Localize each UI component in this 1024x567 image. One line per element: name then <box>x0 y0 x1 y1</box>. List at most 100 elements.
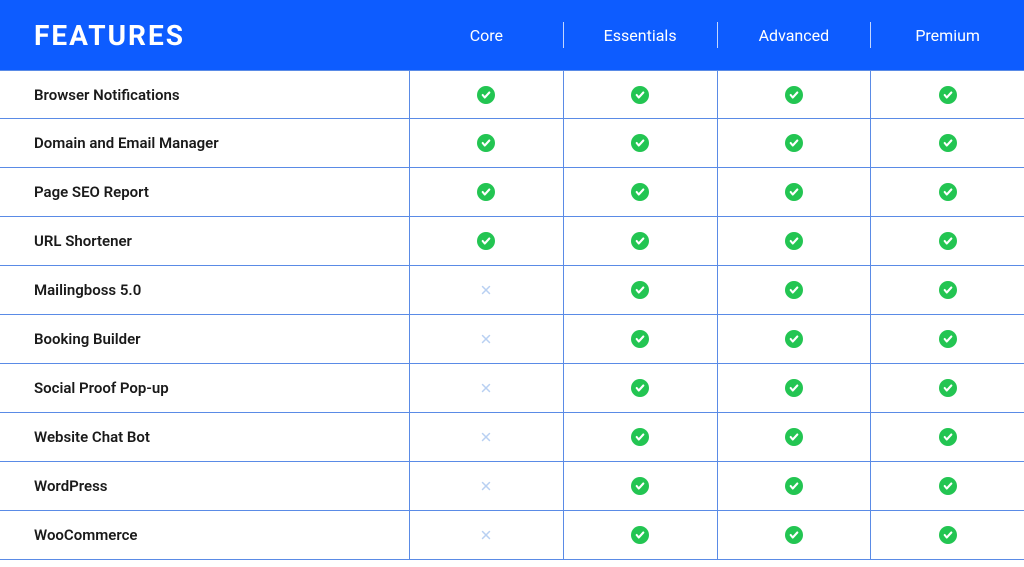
check-icon <box>785 134 803 152</box>
feature-value-cell <box>718 511 872 559</box>
feature-value-cell <box>410 71 564 118</box>
check-icon <box>477 183 495 201</box>
feature-value-cell <box>718 315 872 363</box>
check-icon <box>939 330 957 348</box>
check-icon <box>785 428 803 446</box>
check-icon <box>785 281 803 299</box>
feature-value-cell <box>718 364 872 412</box>
table-row: Website Chat Bot <box>0 413 1024 462</box>
x-icon <box>478 282 494 298</box>
feature-value-cell <box>871 364 1024 412</box>
check-icon <box>939 477 957 495</box>
check-icon <box>477 86 495 104</box>
plan-col-premium: Premium <box>871 26 1024 45</box>
plan-col-advanced: Advanced <box>718 26 871 45</box>
feature-label: Page SEO Report <box>0 168 410 216</box>
check-icon <box>631 281 649 299</box>
feature-value-cell <box>718 119 872 167</box>
feature-label: Social Proof Pop-up <box>0 364 410 412</box>
feature-value-cell <box>871 217 1024 265</box>
feature-value-cell <box>410 217 564 265</box>
feature-label: WordPress <box>0 462 410 510</box>
table-row: Booking Builder <box>0 315 1024 364</box>
check-icon <box>631 134 649 152</box>
feature-value-cell <box>564 266 718 314</box>
feature-value-cell <box>718 462 872 510</box>
feature-value-cell <box>564 168 718 216</box>
feature-label: WooCommerce <box>0 511 410 559</box>
table-body: Browser NotificationsDomain and Email Ma… <box>0 70 1024 560</box>
check-icon <box>785 232 803 250</box>
feature-value-cell <box>871 71 1024 118</box>
feature-value-cell <box>564 413 718 461</box>
plan-col-essentials: Essentials <box>564 26 717 45</box>
check-icon <box>785 379 803 397</box>
feature-value-cell <box>718 413 872 461</box>
x-icon <box>478 380 494 396</box>
check-icon <box>477 134 495 152</box>
x-icon <box>478 478 494 494</box>
table-row: Page SEO Report <box>0 168 1024 217</box>
feature-value-cell <box>410 315 564 363</box>
feature-value-cell <box>871 511 1024 559</box>
check-icon <box>939 183 957 201</box>
feature-value-cell <box>871 413 1024 461</box>
check-icon <box>785 183 803 201</box>
check-icon <box>785 526 803 544</box>
feature-value-cell <box>564 119 718 167</box>
x-icon <box>478 527 494 543</box>
table-row: URL Shortener <box>0 217 1024 266</box>
check-icon <box>939 232 957 250</box>
check-icon <box>631 526 649 544</box>
table-row: Mailingboss 5.0 <box>0 266 1024 315</box>
feature-value-cell <box>871 315 1024 363</box>
check-icon <box>785 477 803 495</box>
feature-value-cell <box>564 71 718 118</box>
check-icon <box>631 183 649 201</box>
x-icon <box>478 429 494 445</box>
feature-label: Booking Builder <box>0 315 410 363</box>
plan-col-core: Core <box>410 26 563 45</box>
check-icon <box>939 134 957 152</box>
feature-label: Mailingboss 5.0 <box>0 266 410 314</box>
table-row: Social Proof Pop-up <box>0 364 1024 413</box>
feature-value-cell <box>410 266 564 314</box>
table-row: WooCommerce <box>0 511 1024 560</box>
feature-value-cell <box>410 413 564 461</box>
feature-value-cell <box>564 217 718 265</box>
feature-label: Website Chat Bot <box>0 413 410 461</box>
check-icon <box>631 330 649 348</box>
table-row: Domain and Email Manager <box>0 119 1024 168</box>
check-icon <box>939 428 957 446</box>
feature-value-cell <box>871 462 1024 510</box>
feature-value-cell <box>410 511 564 559</box>
check-icon <box>939 281 957 299</box>
check-icon <box>785 86 803 104</box>
check-icon <box>785 330 803 348</box>
check-icon <box>631 86 649 104</box>
feature-label: Browser Notifications <box>0 71 410 118</box>
feature-value-cell <box>871 119 1024 167</box>
table-header-row: FEATURES Core Essentials Advanced Premiu… <box>0 0 1024 70</box>
check-icon <box>939 379 957 397</box>
check-icon <box>631 428 649 446</box>
plan-columns-header: Core Essentials Advanced Premium <box>410 0 1024 70</box>
features-comparison-table: FEATURES Core Essentials Advanced Premiu… <box>0 0 1024 560</box>
feature-value-cell <box>718 217 872 265</box>
check-icon <box>631 477 649 495</box>
feature-value-cell <box>410 364 564 412</box>
table-row: Browser Notifications <box>0 70 1024 119</box>
feature-label: URL Shortener <box>0 217 410 265</box>
x-icon <box>478 331 494 347</box>
feature-value-cell <box>564 364 718 412</box>
feature-value-cell <box>718 71 872 118</box>
check-icon <box>477 232 495 250</box>
feature-value-cell <box>564 315 718 363</box>
feature-value-cell <box>410 462 564 510</box>
feature-label: Domain and Email Manager <box>0 119 410 167</box>
feature-value-cell <box>718 168 872 216</box>
check-icon <box>631 379 649 397</box>
feature-value-cell <box>564 511 718 559</box>
table-title: FEATURES <box>0 19 410 52</box>
feature-value-cell <box>871 266 1024 314</box>
